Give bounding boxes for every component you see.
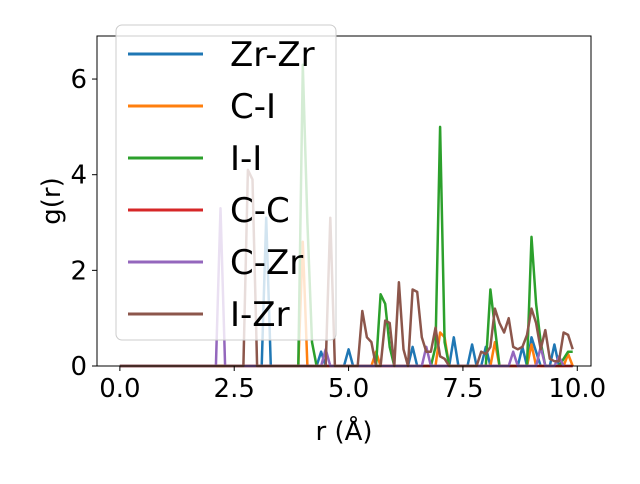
x-tick-label: 5.0 [328, 374, 369, 404]
y-tick-label: 4 [70, 161, 87, 191]
x-axis-label: r (Å) [315, 415, 372, 447]
legend-label: C-I [230, 87, 276, 127]
x-tick-label: 10.0 [548, 374, 606, 404]
legend-label: Zr-Zr [230, 35, 315, 75]
series-line-i-zr [119, 168, 574, 368]
axes-frame [96, 35, 592, 367]
x-tick-label: 2.5 [214, 374, 255, 404]
y-tick-label: 6 [70, 65, 87, 95]
legend-label: C-Zr [230, 243, 303, 283]
legend: Zr-Zr C-I I-I C-C C-Zr I-Zr [115, 24, 337, 341]
legend-label: I-Zr [230, 295, 290, 335]
legend-label: I-I [230, 139, 262, 179]
x-tick-label: 7.5 [442, 374, 483, 404]
legend-label: C-C [230, 191, 290, 231]
y-tick-label: 0 [70, 352, 87, 382]
y-tick-label: 2 [70, 256, 87, 286]
x-tick-label: 0.0 [99, 374, 140, 404]
y-axis-label: g(r) [37, 177, 67, 224]
axis-ticks: 0.0 2.5 5.0 7.5 10.0 0 2 4 6 [70, 65, 606, 404]
